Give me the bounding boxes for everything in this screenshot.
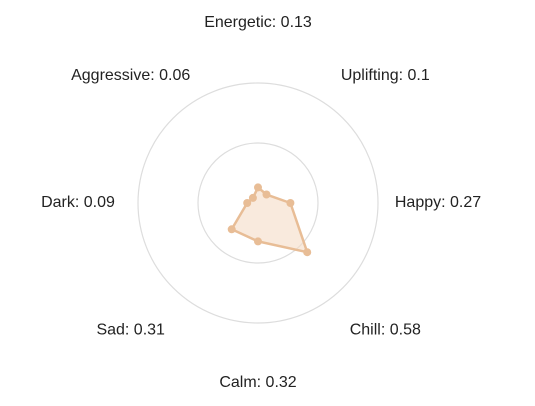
radar-point-uplifting[interactable] <box>262 190 271 199</box>
grid-ring <box>197 142 319 264</box>
radar-point-calm[interactable] <box>254 237 262 246</box>
radar-grid-rings <box>137 82 379 324</box>
radar-point-energetic[interactable] <box>254 183 262 192</box>
radar-point-aggressive[interactable] <box>248 193 257 202</box>
axis-label-aggressive: Aggressive: 0.06 <box>71 67 190 84</box>
axis-labels: Energetic: 0.13 Uplifting: 0.1 Happy: 0.27… <box>41 14 481 391</box>
grid-ring <box>137 82 379 324</box>
axis-label-calm: Calm: 0.32 <box>219 374 296 391</box>
axis-label-energetic: Energetic: 0.13 <box>204 14 312 31</box>
axis-label-uplifting: Uplifting: 0.1 <box>341 67 430 84</box>
axis-label-sad: Sad: 0.31 <box>96 322 165 339</box>
radar-point-chill[interactable] <box>303 248 312 257</box>
radar-point-happy[interactable] <box>286 199 295 207</box>
axis-label-dark: Dark: 0.09 <box>41 194 115 211</box>
radar-point-dark[interactable] <box>243 199 252 207</box>
radar-points <box>227 183 312 257</box>
radar-point-sad[interactable] <box>227 225 236 234</box>
axis-label-chill: Chill: 0.58 <box>350 322 421 339</box>
axis-label-happy: Happy: 0.27 <box>395 194 481 211</box>
